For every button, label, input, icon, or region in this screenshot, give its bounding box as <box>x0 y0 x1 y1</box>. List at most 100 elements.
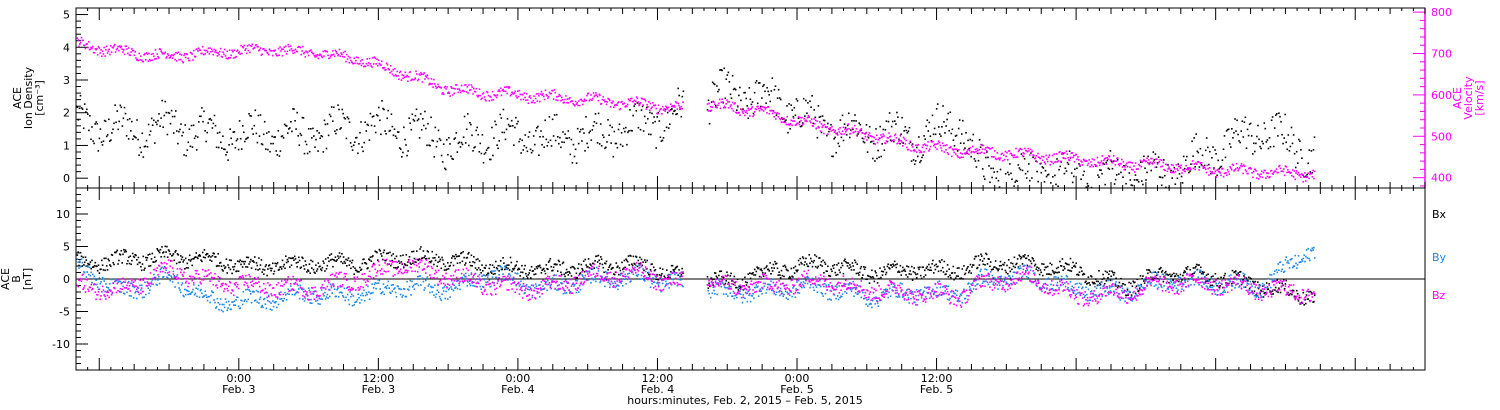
velocity-point <box>1163 168 1165 171</box>
density-point <box>792 115 795 118</box>
velocity-point <box>1042 159 1044 162</box>
density-point <box>245 138 247 140</box>
density-point <box>909 141 912 144</box>
bx-point <box>353 273 355 275</box>
velocity-point <box>493 94 495 96</box>
density-point <box>1020 153 1023 155</box>
velocity-point <box>79 43 81 45</box>
velocity-point <box>184 56 187 59</box>
by-point <box>268 301 271 303</box>
density-point <box>627 131 629 134</box>
velocity-point <box>775 118 777 120</box>
velocity-point <box>911 144 913 146</box>
bx-point <box>404 264 407 266</box>
bx-point <box>459 261 461 264</box>
velocity-point <box>521 94 524 96</box>
velocity-point <box>153 55 155 58</box>
bx-point <box>379 250 381 252</box>
density-point <box>1055 183 1057 186</box>
bx-point <box>1006 264 1008 267</box>
velocity-point <box>604 100 606 103</box>
density-point <box>156 123 158 126</box>
density-point <box>1270 119 1273 122</box>
bx-point <box>602 266 605 269</box>
velocity-point <box>373 56 376 58</box>
density-point <box>279 150 282 152</box>
bx-point <box>1239 270 1242 273</box>
density-point <box>542 135 544 138</box>
bx-point <box>810 260 813 262</box>
bx-point <box>886 265 889 268</box>
density-point <box>908 126 911 129</box>
bx-point <box>140 269 143 272</box>
bx-point <box>403 266 405 269</box>
velocity-point <box>560 99 562 102</box>
by-point <box>253 291 255 293</box>
bx-point <box>527 274 530 276</box>
velocity-point <box>1259 176 1261 178</box>
bx-point <box>1200 272 1203 275</box>
bx-point <box>814 254 816 256</box>
density-point <box>635 110 638 112</box>
density-point <box>742 108 744 110</box>
density-point <box>1239 141 1241 144</box>
density-point <box>109 140 111 142</box>
density-point <box>570 138 573 141</box>
density-point <box>906 132 909 134</box>
velocity-point <box>213 48 215 51</box>
density-point <box>1211 157 1213 159</box>
velocity-point <box>490 96 492 98</box>
bx-point <box>733 275 736 278</box>
density-point <box>359 131 361 134</box>
density-point <box>398 147 401 149</box>
bx-point <box>403 263 406 265</box>
by-point <box>129 282 132 285</box>
bx-point <box>681 267 683 270</box>
bx-point <box>591 268 593 270</box>
by-point <box>280 298 283 300</box>
by-point <box>206 299 209 302</box>
velocity-point <box>287 43 289 46</box>
bx-point <box>83 261 86 264</box>
bx-point <box>836 273 839 276</box>
density-point <box>755 80 758 82</box>
bx-point <box>661 273 663 275</box>
velocity-point <box>214 51 216 53</box>
density-point <box>425 127 427 130</box>
density-point <box>1197 151 1200 154</box>
bx-point <box>854 261 857 264</box>
bx-point <box>396 267 399 269</box>
velocity-point <box>921 146 924 149</box>
density-point <box>239 137 242 140</box>
density-point <box>102 140 105 142</box>
density-point <box>1167 164 1169 166</box>
density-point <box>606 141 608 143</box>
by-point <box>131 285 134 288</box>
bx-point <box>1090 275 1092 277</box>
velocity-point <box>496 94 499 96</box>
bx-point <box>337 257 340 259</box>
velocity-point <box>834 130 837 132</box>
velocity-point <box>982 144 985 147</box>
by-point <box>83 271 85 273</box>
velocity-point <box>317 57 320 60</box>
bx-point <box>1075 262 1077 264</box>
bx-point <box>1064 267 1066 270</box>
by-point <box>85 276 88 278</box>
velocity-point <box>1138 164 1141 167</box>
density-point <box>666 111 669 114</box>
bx-point <box>105 265 108 267</box>
velocity-point <box>954 153 957 155</box>
by-point <box>134 291 136 294</box>
velocity-point <box>426 74 429 76</box>
bx-point <box>1058 271 1060 273</box>
density-point <box>589 130 591 132</box>
bx-point <box>199 255 202 257</box>
velocity-point <box>627 98 630 100</box>
velocity-point <box>331 54 333 56</box>
density-point <box>626 143 628 146</box>
bx-point <box>213 252 215 255</box>
density-point <box>1259 145 1261 148</box>
velocity-point <box>267 52 269 55</box>
